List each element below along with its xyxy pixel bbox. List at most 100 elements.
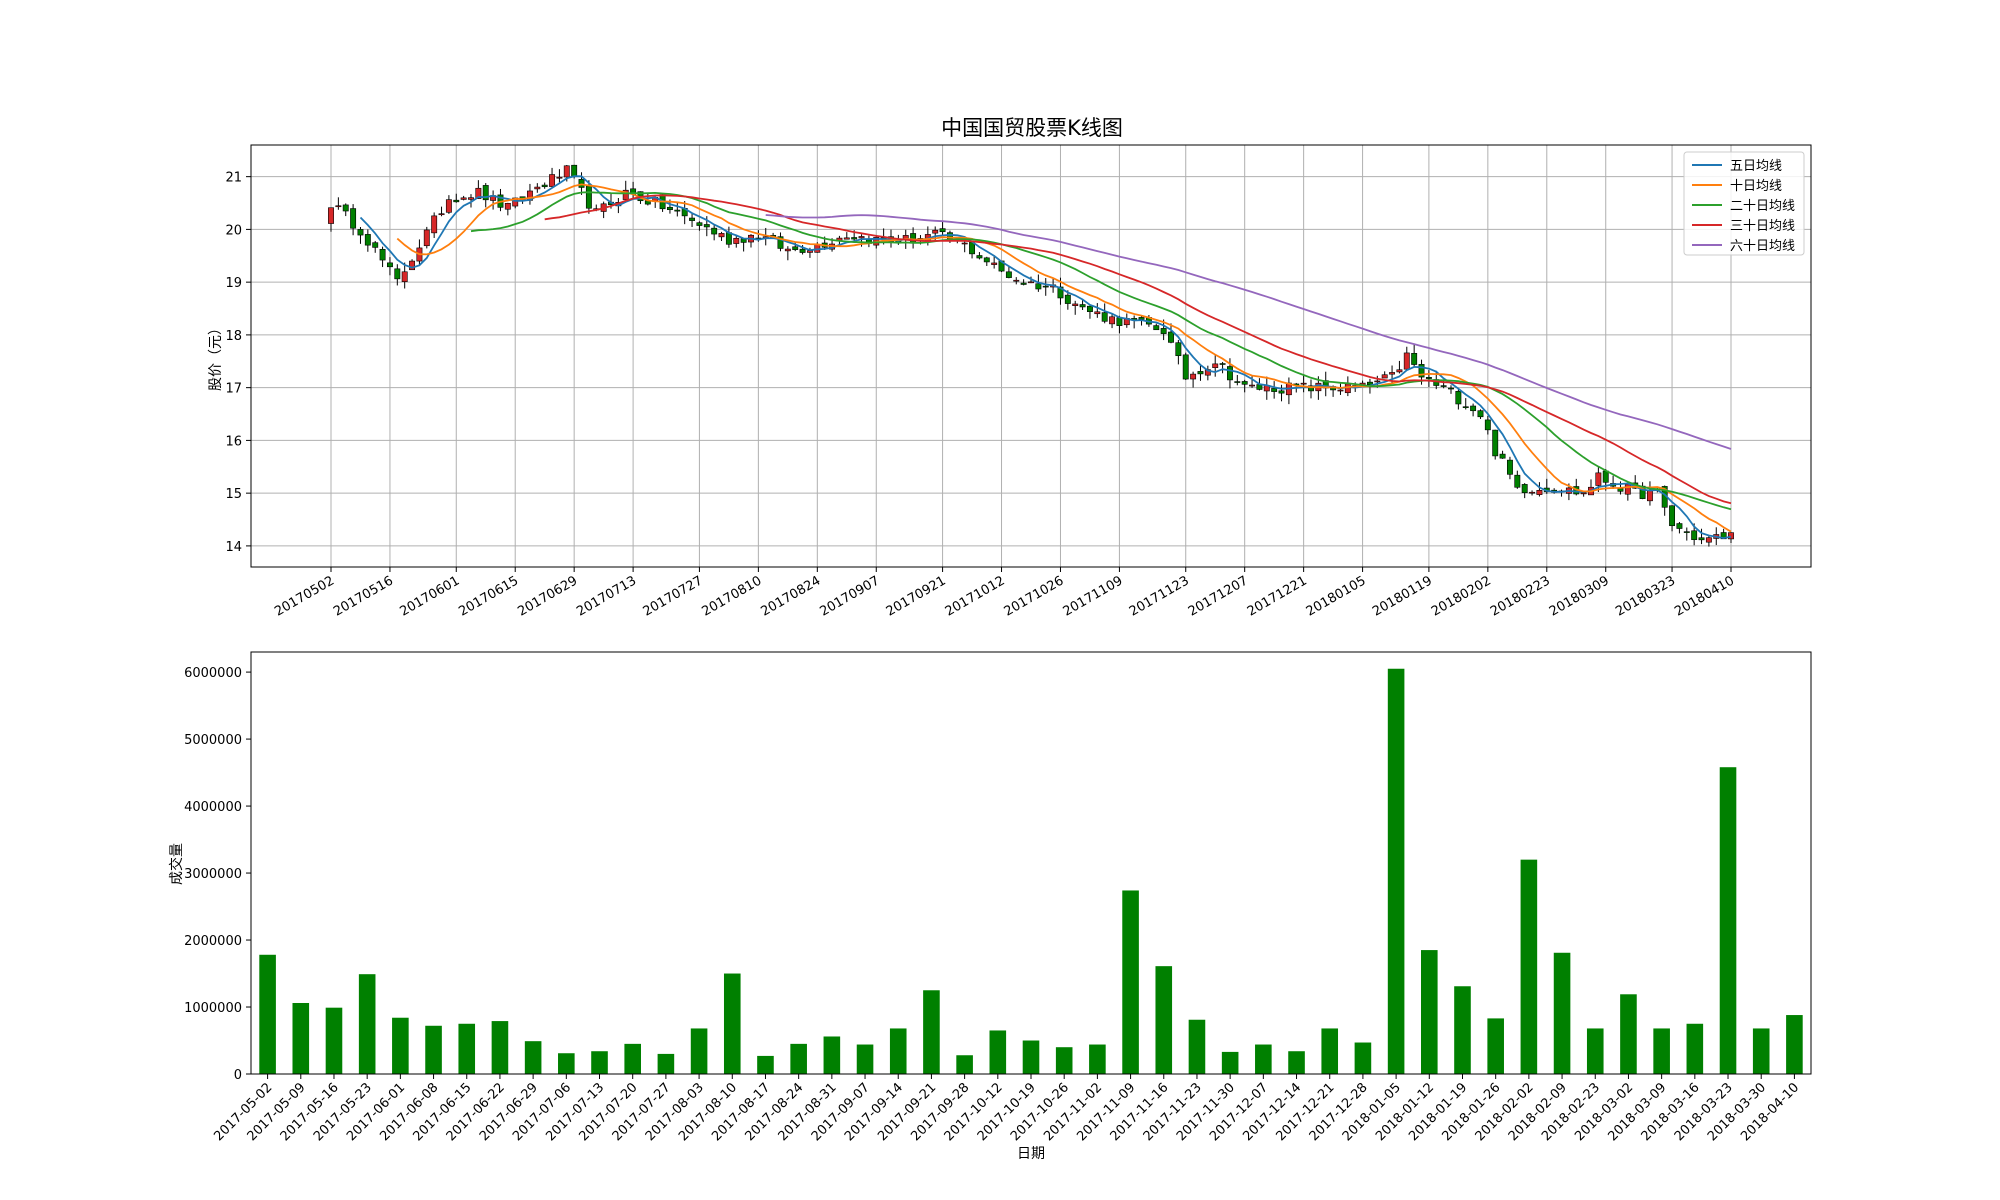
legend-item: 十日均线 (1692, 179, 1782, 194)
price-y-label: 股价（元） (208, 321, 224, 391)
price-y-tick-label: 17 (225, 382, 242, 397)
candle (1175, 339, 1182, 365)
candle (689, 213, 696, 227)
candle (1064, 290, 1071, 310)
legend-item: 二十日均线 (1692, 199, 1795, 214)
candle (357, 226, 364, 244)
candle (1705, 535, 1712, 547)
candle (1381, 371, 1388, 379)
volume-bar (1089, 1044, 1106, 1074)
volume-bar (1255, 1044, 1272, 1074)
volume-bar (690, 1028, 708, 1074)
volume-bar (1553, 952, 1571, 1074)
legend-label: 六十日均线 (1730, 239, 1795, 254)
candle (534, 183, 541, 193)
candle (1197, 365, 1204, 381)
price-y-tick-label: 20 (225, 223, 242, 238)
candle (556, 169, 563, 183)
candle (460, 195, 467, 201)
volume-bar (723, 973, 741, 1074)
candle (1521, 483, 1528, 499)
volume-bar (325, 1007, 343, 1074)
volume-bar (1454, 986, 1471, 1074)
candle (1411, 343, 1418, 367)
candle (475, 180, 482, 199)
candle (733, 234, 740, 248)
candle (1477, 409, 1484, 419)
legend-box (1683, 151, 1805, 256)
candle (1448, 385, 1454, 394)
volume-bar (1288, 1051, 1305, 1074)
candle (622, 180, 629, 200)
price-axes-frame (250, 144, 1812, 568)
volume-bar (1155, 966, 1173, 1074)
candle (1580, 492, 1587, 497)
volume-bar (1055, 1047, 1073, 1074)
volume-bar (358, 974, 376, 1074)
volume-bar (591, 1051, 608, 1074)
candle (379, 246, 386, 268)
volume-bar (1221, 1051, 1239, 1074)
volume-bar (1752, 1028, 1770, 1074)
candle (445, 195, 452, 214)
candle (1234, 374, 1241, 386)
candle (342, 203, 349, 217)
price-grid (251, 145, 1811, 567)
volume-y-tick-label: 1000000 (184, 1001, 242, 1016)
candle (394, 264, 401, 286)
chart-title: 中国国贸股票K线图 (941, 116, 1123, 140)
candle (674, 202, 681, 217)
legend-item: 五日均线 (1692, 159, 1782, 174)
candle (843, 232, 850, 240)
volume-bar (1022, 1040, 1040, 1074)
candle (1536, 482, 1543, 497)
candle (1676, 521, 1683, 534)
candle (1190, 371, 1197, 388)
volume-y-tick-label: 6000000 (184, 666, 242, 681)
volume-y-tick-label: 2000000 (184, 934, 242, 949)
candle (1470, 403, 1477, 417)
candle (1506, 456, 1513, 480)
candle (350, 204, 357, 236)
legend-label: 三十日均线 (1730, 219, 1795, 234)
volume-bar (458, 1023, 476, 1074)
candle (784, 246, 791, 261)
volume-y-label: 成交量 (168, 843, 185, 885)
volume-bar (1719, 767, 1737, 1074)
candle (1072, 300, 1079, 315)
volume-bar (956, 1055, 973, 1074)
price-y-tick-label: 15 (225, 487, 242, 502)
ma-line (396, 183, 1732, 533)
candle (1396, 360, 1403, 374)
volume-bar (524, 1041, 542, 1074)
ma-line (544, 194, 1732, 505)
volume-bar (425, 1025, 442, 1074)
candle (1698, 528, 1705, 545)
candle (1492, 429, 1499, 460)
legend-item: 六十日均线 (1692, 239, 1795, 254)
candle (1484, 415, 1491, 435)
legend-label: 十日均线 (1730, 179, 1782, 194)
volume-bar (790, 1043, 807, 1074)
candle (1212, 355, 1219, 377)
candle (1499, 450, 1506, 459)
legend-item: 三十日均线 (1692, 219, 1795, 234)
candle (777, 232, 784, 252)
candle (1153, 323, 1160, 331)
volume-y-tick-label: 3000000 (184, 867, 242, 882)
candle (1455, 387, 1462, 410)
candle (1005, 265, 1012, 279)
legend-label: 五日均线 (1730, 159, 1782, 174)
candle (482, 183, 489, 208)
candle (1425, 370, 1432, 387)
candle (541, 182, 548, 189)
candle (1094, 303, 1101, 318)
candle (1086, 305, 1093, 319)
volume-bar (1620, 994, 1637, 1074)
price-y-tick-label: 16 (225, 434, 242, 449)
candle (1109, 313, 1116, 329)
candle (438, 206, 445, 217)
volume-y-tick-label: 4000000 (184, 800, 242, 815)
